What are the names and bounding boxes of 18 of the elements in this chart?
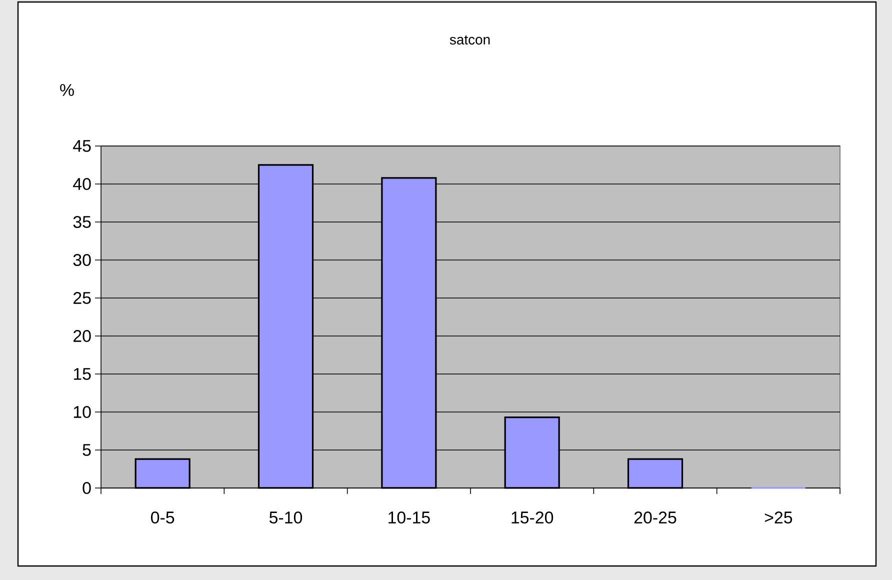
y-tick-label: 35: [73, 216, 91, 228]
x-tick-label: 15-20: [512, 512, 554, 524]
x-tick-label: >25: [764, 512, 792, 524]
y-tick-label: 0: [82, 482, 91, 494]
y-tick-label: 25: [74, 292, 91, 304]
y-tick-label: 15: [74, 368, 91, 380]
chart-title: satcon: [450, 35, 490, 45]
y-tick-label: 10: [74, 406, 91, 418]
x-tick-label: 20-25: [634, 512, 676, 524]
x-tick-label: 5-10: [269, 512, 302, 524]
x-tick-label: 0-5: [151, 512, 174, 524]
y-tick-label: 45: [73, 140, 91, 152]
y-tick-label: 20: [74, 330, 91, 342]
y-tick-label: 40: [73, 178, 91, 190]
y-tick-label: 5: [82, 444, 91, 456]
x-tick-label: 10-15: [388, 512, 430, 524]
y-axis-title: %: [60, 84, 74, 96]
y-tick-label: 30: [73, 254, 91, 266]
